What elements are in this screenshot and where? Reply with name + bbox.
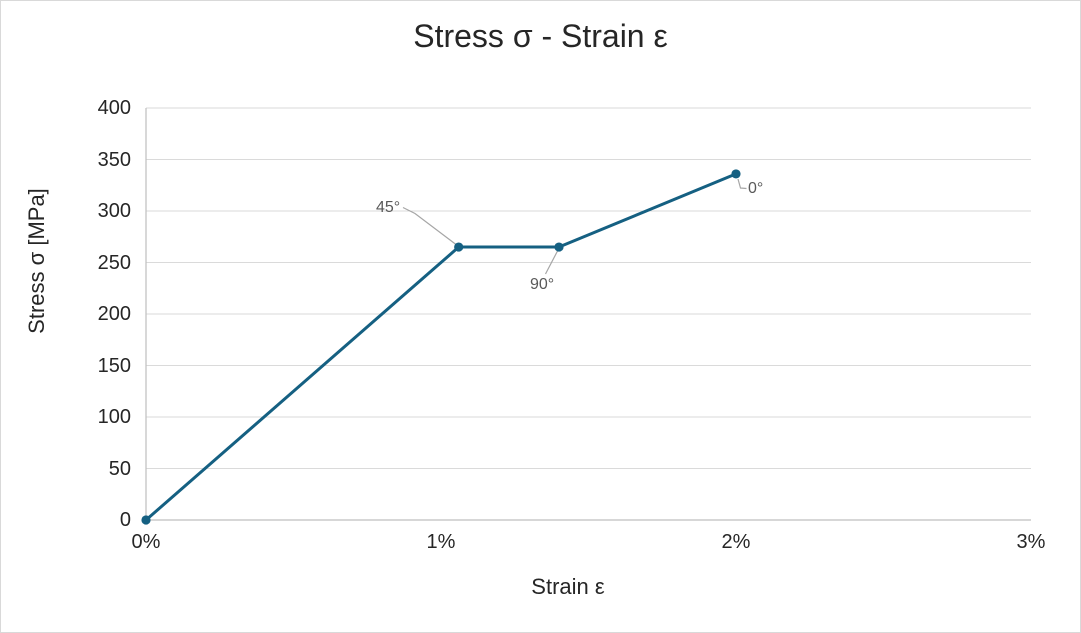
y-tick-label-250: 250 [97,252,131,274]
y-tick-label-0: 0 [119,509,131,531]
point-label-0deg: 0° [748,180,764,197]
y-tick-label-100: 100 [97,406,131,428]
x-axis-title: Strain ε [531,574,605,599]
y-tick-label-400: 400 [97,97,131,119]
y-tick-label-200: 200 [97,303,131,325]
y-tick-label-350: 350 [97,149,131,171]
point-label-90deg: 90° [530,276,555,293]
point-label-45deg: 45° [376,199,401,216]
x-tick-label-0pct: 0% [131,531,161,553]
x-tick-label-1pct: 1% [426,531,456,553]
y-tick-label-50: 50 [108,458,131,480]
x-tick-label-3pct: 3% [1016,531,1046,553]
x-tick-label-2pct: 2% [721,531,751,553]
y-tick-label-150: 150 [97,355,131,377]
y-axis-title: Stress σ [MPa] [24,188,49,334]
y-tick-label-300: 300 [97,200,131,222]
chart-title: Stress σ - Strain ε [413,18,668,54]
